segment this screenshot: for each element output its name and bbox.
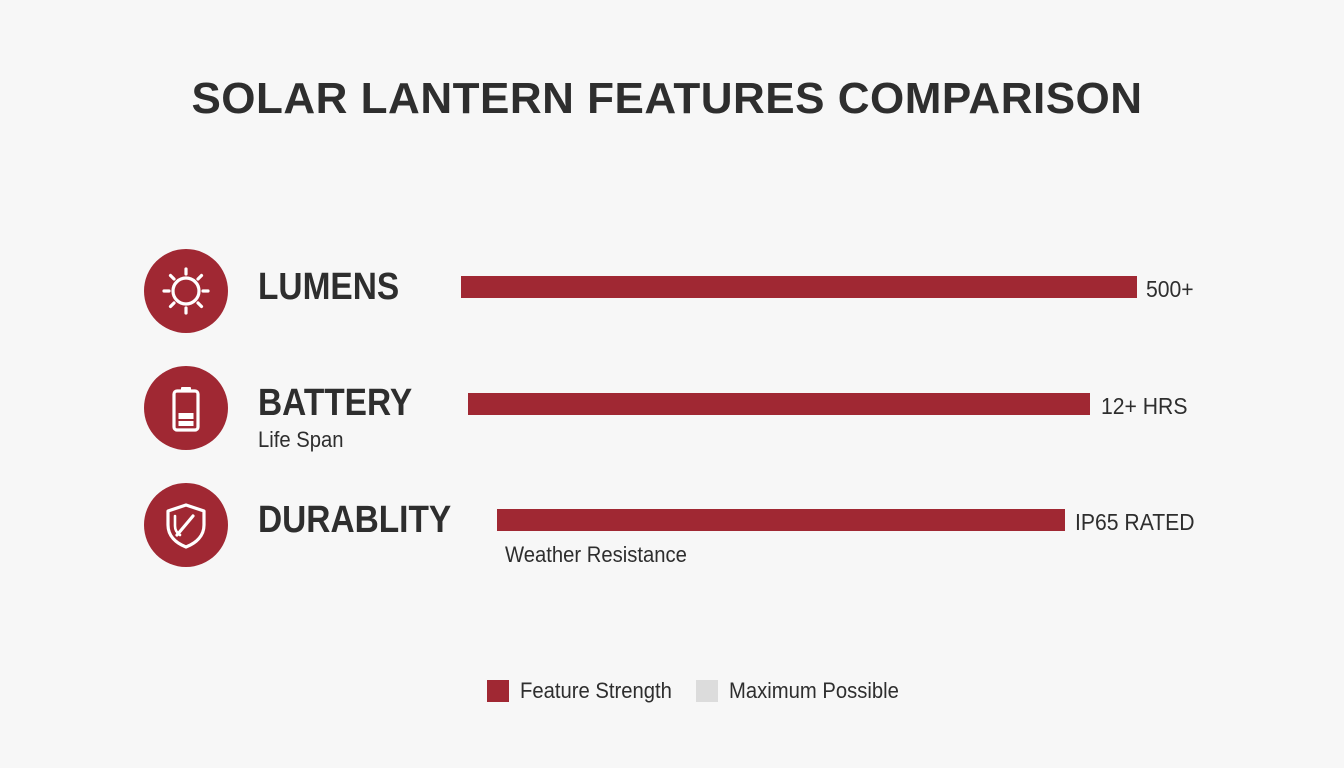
bar-durability — [497, 509, 1065, 531]
legend-label-maximum-possible: Maximum Possible — [729, 678, 899, 703]
bar-lumens — [461, 276, 1137, 298]
legend-label-feature-strength: Feature Strength — [520, 678, 672, 703]
value-label-battery: 12+ HRS — [1101, 393, 1188, 419]
bar-track-durability — [497, 509, 1173, 531]
battery-icon-badge — [144, 366, 228, 450]
legend-swatch-maximum-possible — [696, 680, 718, 702]
chart-title: SOLAR LANTERN FEATURES COMPARISON — [191, 74, 1143, 123]
legend-swatch-feature-strength — [487, 680, 509, 702]
category-label-battery: BATTERY — [258, 382, 413, 424]
bar-track-battery — [468, 393, 1144, 415]
value-label-durability: IP65 RATED — [1075, 509, 1195, 535]
sun-icon — [162, 267, 210, 315]
bar-track-lumens — [461, 276, 1137, 298]
bar-battery — [468, 393, 1090, 415]
category-sublabel-durability: Weather Resistance — [505, 542, 687, 567]
lumens-icon-badge — [144, 249, 228, 333]
battery-icon — [172, 387, 200, 432]
category-label-lumens: LUMENS — [258, 266, 400, 308]
category-sublabel-battery: Life Span — [258, 427, 344, 452]
shield-icon — [166, 503, 206, 549]
value-label-lumens: 500+ — [1146, 276, 1194, 302]
category-label-durability: DURABLITY — [258, 499, 452, 541]
durability-icon-badge — [144, 483, 228, 567]
